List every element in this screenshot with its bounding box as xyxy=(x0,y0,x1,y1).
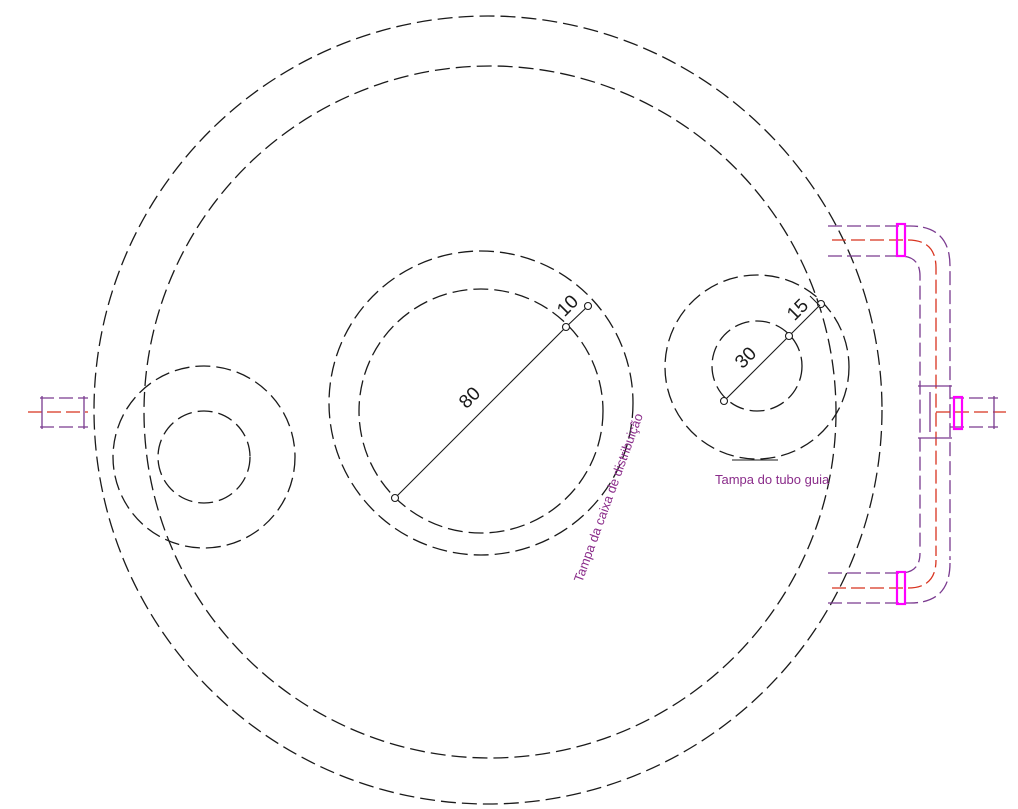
dimension-node xyxy=(561,322,571,332)
dimension-node xyxy=(390,493,400,503)
guide-tube-inner xyxy=(711,320,803,412)
guide-offset-dimension-line xyxy=(788,303,822,337)
guide-tube-outer xyxy=(664,274,850,460)
side-flange xyxy=(952,395,964,431)
guide-tube-dimension: 30 15 xyxy=(719,295,826,406)
distribution-box-inner xyxy=(358,288,604,534)
main-opening-dimension: 80 10 xyxy=(390,291,593,503)
dimension-node xyxy=(583,301,593,311)
right-outlet-manifold xyxy=(828,222,1006,606)
distribution-box-cover-label: Tampa da caixa de distribuição xyxy=(571,411,646,584)
lower-flange xyxy=(895,570,907,606)
main-diameter-dimension-line xyxy=(394,326,567,499)
guide-offset-tick xyxy=(809,295,821,307)
guide-tube-cover-label: Tampa do tubo guia xyxy=(715,472,830,487)
left-inlet-pipe xyxy=(28,396,88,429)
left-opening-outer xyxy=(112,365,296,549)
dimension-node xyxy=(784,331,794,341)
guide-offset-value: 15 xyxy=(783,295,813,325)
left-opening-inner xyxy=(157,410,251,504)
distribution-box-outer xyxy=(328,250,634,556)
tank-outer-wall xyxy=(93,15,883,805)
guide-diameter-dimension-line xyxy=(723,335,790,402)
dimension-node xyxy=(719,396,729,406)
main-offset-dimension-line xyxy=(565,305,589,328)
upper-flange xyxy=(895,222,907,258)
tank-inner-wall xyxy=(143,65,837,759)
main-diameter-value: 80 xyxy=(455,383,485,413)
